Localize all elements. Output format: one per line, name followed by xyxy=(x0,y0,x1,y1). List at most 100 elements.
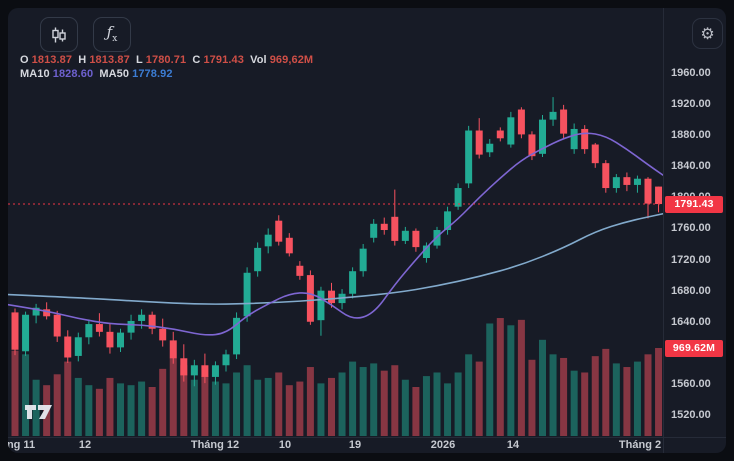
candle-body[interactable] xyxy=(180,358,188,376)
candle-body[interactable] xyxy=(328,290,335,304)
volume-bar[interactable] xyxy=(380,370,388,436)
candle-body[interactable] xyxy=(475,130,483,155)
volume-bar[interactable] xyxy=(475,361,483,436)
candle-body[interactable] xyxy=(549,111,557,120)
candle-body[interactable] xyxy=(444,211,452,231)
volume-bar[interactable] xyxy=(349,361,357,436)
volume-bar[interactable] xyxy=(633,361,641,436)
candle-body[interactable] xyxy=(11,312,19,350)
candle-body[interactable] xyxy=(106,331,114,348)
candle-body[interactable] xyxy=(296,265,304,276)
candle-body[interactable] xyxy=(391,216,399,241)
candle-body[interactable] xyxy=(581,128,589,150)
volume-bar[interactable] xyxy=(317,383,325,436)
candle-body[interactable] xyxy=(465,130,473,184)
volume-bar[interactable] xyxy=(570,370,578,436)
candle-body[interactable] xyxy=(422,245,430,258)
candle-body[interactable] xyxy=(127,320,135,333)
candle-body[interactable] xyxy=(43,309,51,317)
candle-body[interactable] xyxy=(591,144,599,164)
volume-bar[interactable] xyxy=(433,372,441,436)
volume-bar[interactable] xyxy=(243,365,251,436)
candle-body[interactable] xyxy=(570,128,578,150)
candle-body[interactable] xyxy=(349,271,357,294)
volume-bar[interactable] xyxy=(412,386,420,436)
volume-bar[interactable] xyxy=(32,379,40,436)
candle-body[interactable] xyxy=(159,328,167,341)
volume-bar[interactable] xyxy=(190,379,198,436)
volume-bar[interactable] xyxy=(560,357,568,436)
candle-body[interactable] xyxy=(190,365,198,376)
volume-bar[interactable] xyxy=(296,381,304,436)
volume-bar[interactable] xyxy=(528,359,536,436)
candle-style-button[interactable] xyxy=(40,17,78,52)
volume-bar[interactable] xyxy=(74,377,82,436)
candle-body[interactable] xyxy=(22,314,30,352)
candle-body[interactable] xyxy=(233,317,241,355)
candle-body[interactable] xyxy=(602,163,610,189)
candle-body[interactable] xyxy=(201,365,209,377)
volume-bar[interactable] xyxy=(644,354,652,436)
candle-body[interactable] xyxy=(64,336,72,358)
candle-body[interactable] xyxy=(169,340,177,359)
candle-body[interactable] xyxy=(222,354,230,366)
volume-bar[interactable] xyxy=(285,385,293,436)
volume-bar[interactable] xyxy=(328,377,335,436)
volume-bar[interactable] xyxy=(496,318,504,436)
candle-body[interactable] xyxy=(496,130,504,139)
volume-bar[interactable] xyxy=(201,376,209,436)
candle-body[interactable] xyxy=(633,178,641,185)
volume-bar[interactable] xyxy=(422,376,430,436)
candle-body[interactable] xyxy=(148,314,156,329)
candle-body[interactable] xyxy=(285,237,293,254)
candle-body[interactable] xyxy=(454,188,462,207)
candle-body[interactable] xyxy=(53,314,61,337)
volume-bar[interactable] xyxy=(180,365,188,436)
volume-bar[interactable] xyxy=(159,368,167,436)
volume-bar[interactable] xyxy=(359,367,367,436)
candle-body[interactable] xyxy=(612,177,620,189)
volume-bar[interactable] xyxy=(222,383,230,436)
volume-bar[interactable] xyxy=(254,379,262,436)
indicators-button[interactable]: ƒx xyxy=(93,17,131,52)
volume-bar[interactable] xyxy=(148,386,156,436)
settings-button[interactable]: ⚙ xyxy=(692,18,723,49)
candle-body[interactable] xyxy=(306,275,314,322)
volume-bar[interactable] xyxy=(264,377,272,436)
volume-bar[interactable] xyxy=(338,372,346,436)
candle-body[interactable] xyxy=(32,307,40,316)
volume-bar[interactable] xyxy=(211,381,219,436)
volume-bar[interactable] xyxy=(486,323,494,436)
candle-body[interactable] xyxy=(359,248,367,272)
candle-body[interactable] xyxy=(517,109,525,135)
volume-bar[interactable] xyxy=(655,348,663,436)
candle-body[interactable] xyxy=(275,220,283,242)
candle-body[interactable] xyxy=(370,223,378,238)
volume-bar[interactable] xyxy=(117,383,124,436)
volume-bar[interactable] xyxy=(517,319,525,436)
volume-bar[interactable] xyxy=(275,372,283,436)
candle-body[interactable] xyxy=(560,109,568,134)
candle-body[interactable] xyxy=(528,134,536,157)
volume-bar[interactable] xyxy=(85,385,93,436)
volume-bar[interactable] xyxy=(391,365,399,436)
volume-bar[interactable] xyxy=(401,379,409,436)
volume-bar[interactable] xyxy=(602,348,610,436)
candle-body[interactable] xyxy=(623,177,631,185)
volume-bar[interactable] xyxy=(454,372,462,436)
volume-bar[interactable] xyxy=(127,385,135,436)
volume-bar[interactable] xyxy=(95,388,103,436)
volume-bar[interactable] xyxy=(106,377,114,436)
volume-bar[interactable] xyxy=(22,354,30,436)
volume-bar[interactable] xyxy=(581,372,589,436)
candle-body[interactable] xyxy=(117,332,124,348)
candle-body[interactable] xyxy=(401,230,409,241)
candle-body[interactable] xyxy=(74,337,82,356)
candle-body[interactable] xyxy=(539,119,546,154)
candle-body[interactable] xyxy=(644,178,652,204)
volume-bar[interactable] xyxy=(444,383,452,436)
candle-body[interactable] xyxy=(507,117,515,145)
volume-bar[interactable] xyxy=(11,350,19,436)
candle-body[interactable] xyxy=(412,230,420,248)
candle-body[interactable] xyxy=(264,234,272,247)
